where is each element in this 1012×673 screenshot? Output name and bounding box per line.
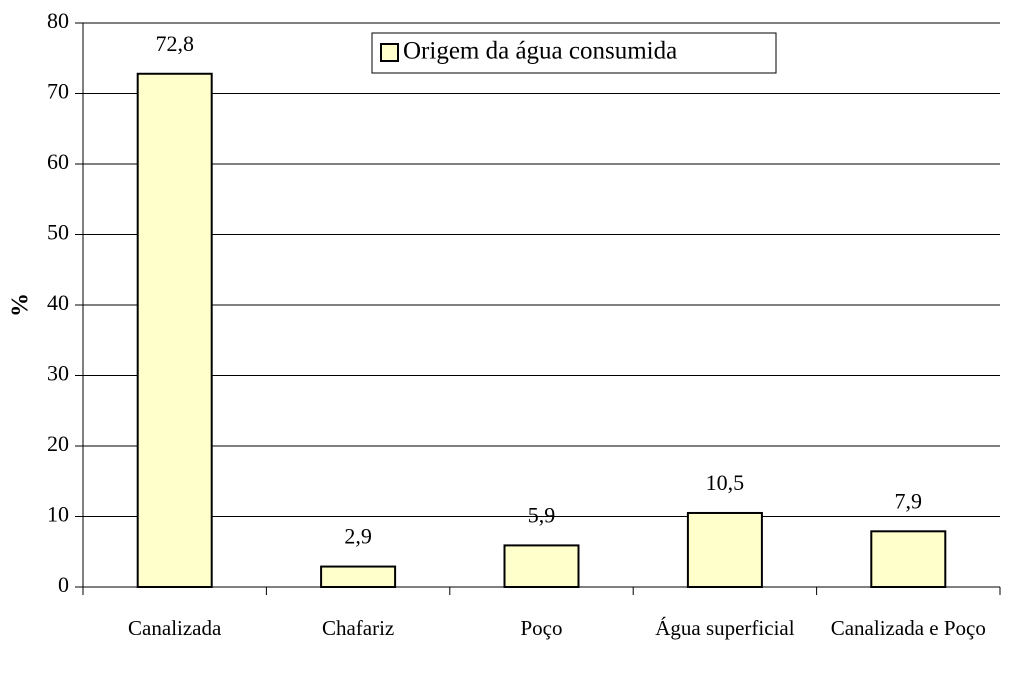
bar — [320, 565, 397, 588]
y-tick-label: 80 — [47, 8, 69, 33]
bar — [136, 72, 213, 588]
bar — [686, 511, 763, 588]
bar — [503, 544, 580, 589]
y-tick-label: 40 — [47, 290, 69, 315]
legend-label: Origem da água consumida — [403, 38, 677, 65]
y-tick-label: 10 — [47, 502, 69, 527]
x-tick-label: Canalizada e Poço — [831, 616, 986, 640]
y-tick-label: 50 — [47, 220, 69, 245]
y-tick-label: 30 — [47, 361, 69, 386]
legend-swatch — [380, 43, 399, 62]
value-label: 2,9 — [344, 524, 372, 549]
y-tick-label: 20 — [47, 431, 69, 456]
legend-box — [371, 32, 777, 74]
value-label: 72,8 — [155, 31, 194, 56]
y-tick-label: 0 — [58, 572, 69, 597]
value-label: 7,9 — [895, 488, 923, 513]
y-tick-label: 70 — [47, 79, 69, 104]
x-tick-label: Água superficial — [655, 616, 795, 640]
x-tick-label: Chafariz — [322, 616, 394, 640]
x-tick-label: Canalizada — [128, 616, 222, 640]
x-tick-label: Poço — [521, 616, 563, 640]
bar — [870, 530, 947, 588]
value-label: 10,5 — [706, 470, 745, 495]
y-axis-label: % — [8, 293, 34, 317]
value-label: 5,9 — [528, 502, 556, 527]
y-tick-label: 60 — [47, 149, 69, 174]
